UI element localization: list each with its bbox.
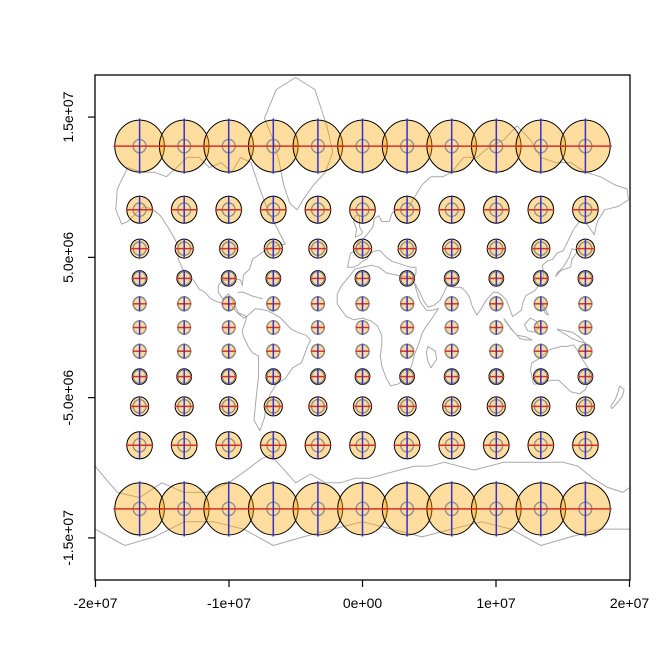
x-tick-label: 0e+00: [343, 595, 383, 611]
coastline-japan: [555, 248, 579, 277]
x-tick-label: 2e+07: [610, 595, 650, 611]
x-tick-label: -1e+07: [207, 595, 251, 611]
coastline-madagascar: [425, 345, 438, 369]
coastline-cuba-caribbean: [237, 291, 264, 300]
coastline-south-america: [241, 308, 311, 432]
coastline-sumatra-java: [503, 317, 533, 341]
coastline-greenland: [263, 77, 334, 211]
coastline-africa: [336, 264, 439, 387]
y-tick-label: 1.5e+07: [60, 91, 76, 142]
coastline-eurasia: [347, 125, 629, 317]
x-tick-label: -2e+07: [74, 595, 118, 611]
y-tick-label: -1.5e+07: [60, 510, 76, 566]
meridian-scale-lines: [138, 118, 587, 537]
coastline-new-guinea: [556, 328, 586, 344]
coastline-new-zealand: [610, 385, 625, 410]
x-axis: -2e+07 -1e+07 0e+00 1e+07 2e+07: [74, 580, 650, 611]
y-tick-label: 5.0e+06: [60, 232, 76, 283]
y-axis: 1.5e+07 5.0e+06 -5.0e+06 -1.5e+07: [60, 91, 95, 566]
coastline-north-america: [115, 156, 286, 319]
coastline-antarctica-coast: [95, 454, 630, 499]
x-tick-label: 1e+07: [476, 595, 516, 611]
y-tick-label: -5.0e+06: [60, 370, 76, 426]
